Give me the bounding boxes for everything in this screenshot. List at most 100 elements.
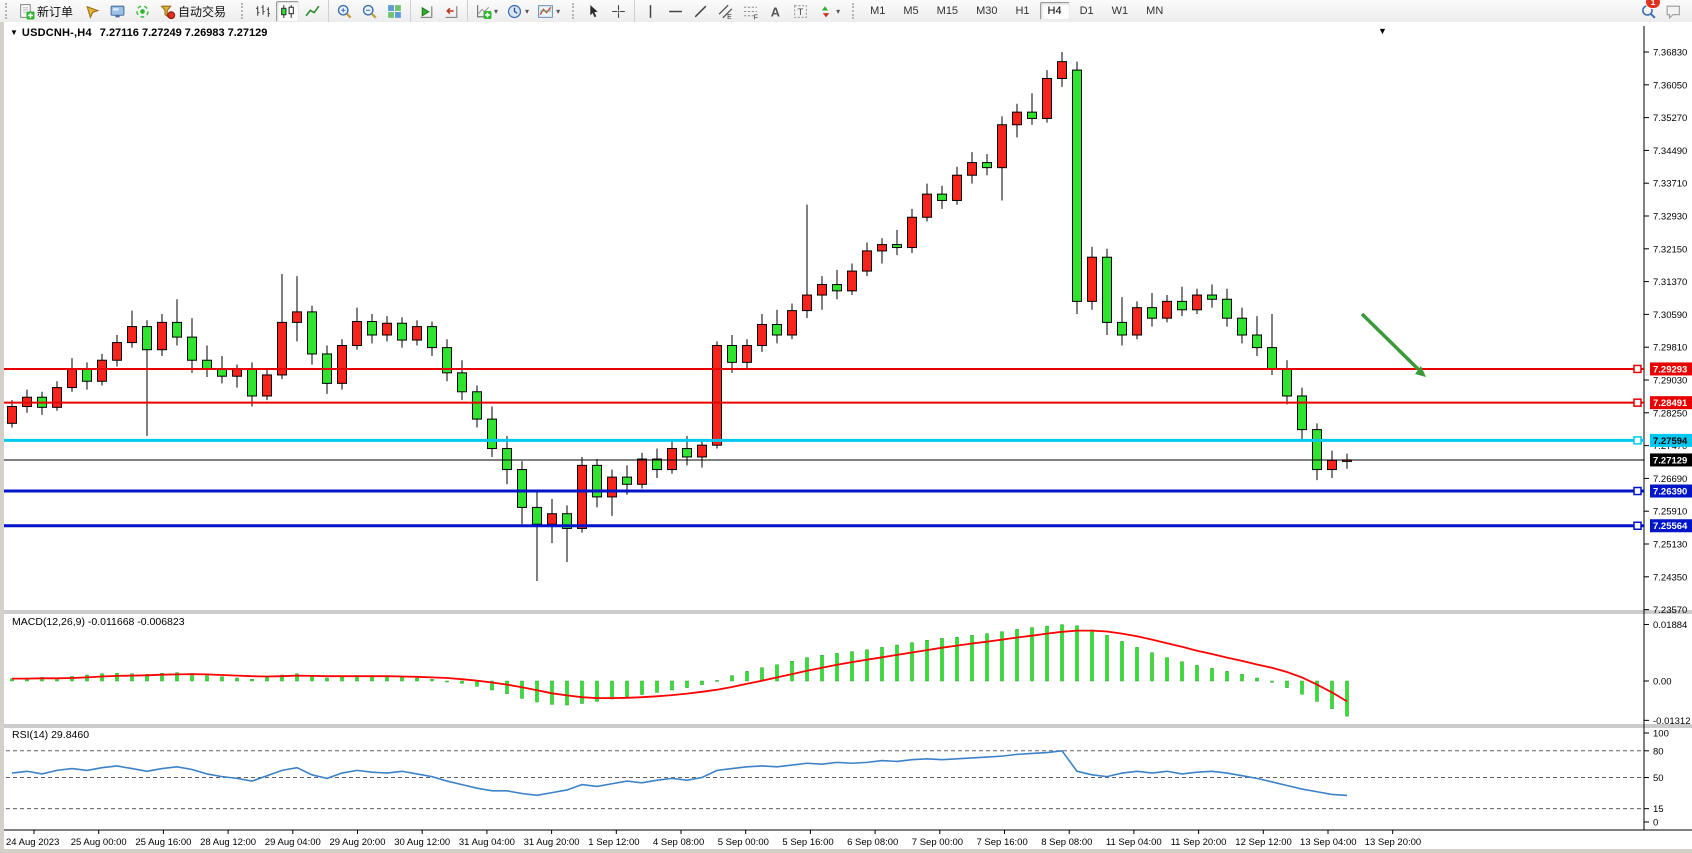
vertical-line-icon xyxy=(649,4,652,18)
line-chart-button[interactable] xyxy=(301,1,324,22)
tf-m1-button[interactable]: M1 xyxy=(862,2,893,20)
svg-text:30 Aug 12:00: 30 Aug 12:00 xyxy=(394,837,450,848)
toolbar-group-8: 1 xyxy=(1633,0,1692,22)
toolbar-group-2 xyxy=(328,0,410,22)
blue-screen-icon xyxy=(110,5,125,17)
tf-h1-button[interactable]: H1 xyxy=(1007,2,1037,20)
fibonacci-icon: F xyxy=(744,6,758,20)
svg-text:31 Aug 20:00: 31 Aug 20:00 xyxy=(524,837,580,848)
svg-text:7.27594: 7.27594 xyxy=(1653,436,1688,447)
cursor-button[interactable] xyxy=(582,1,605,22)
periods-button[interactable]: ▾ xyxy=(503,1,532,22)
zoom-in-button[interactable] xyxy=(333,1,356,22)
tf-d1-button[interactable]: D1 xyxy=(1072,2,1102,20)
tf-mn-button[interactable]: MN xyxy=(1138,2,1171,20)
candlestick-chart-button[interactable] xyxy=(276,0,300,22)
svg-text:25 Aug 00:00: 25 Aug 00:00 xyxy=(71,837,127,848)
chart-shift-button[interactable] xyxy=(440,1,463,22)
tile-windows-button[interactable] xyxy=(383,1,406,22)
svg-text:28 Aug 12:00: 28 Aug 12:00 xyxy=(200,837,256,848)
rsi-indicator xyxy=(11,749,1348,797)
toolbar-grip[interactable] xyxy=(241,3,248,19)
auto-scroll-button[interactable] xyxy=(415,1,438,22)
signals-button[interactable] xyxy=(131,1,154,22)
svg-text:7.36050: 7.36050 xyxy=(1653,80,1687,91)
text-button[interactable]: A xyxy=(764,1,787,22)
candles-group xyxy=(7,52,1352,582)
indicators-button[interactable]: ▾ xyxy=(472,1,501,22)
notifications-button[interactable] xyxy=(1662,1,1685,22)
signal-icon xyxy=(136,4,149,18)
horizontal-line-button[interactable] xyxy=(664,1,687,22)
svg-text:80: 80 xyxy=(1653,746,1664,757)
dropdown-caret-icon[interactable]: ▾ xyxy=(525,6,530,16)
svg-text:5 Sep 16:00: 5 Sep 16:00 xyxy=(782,837,833,848)
dropdown-caret-icon[interactable]: ▾ xyxy=(836,6,841,16)
text-label-icon: T xyxy=(794,4,807,18)
svg-text:29 Aug 20:00: 29 Aug 20:00 xyxy=(330,837,386,848)
time-axis[interactable]: 24 Aug 2023 25 Aug 00:00 25 Aug 16:00 28 Au… xyxy=(6,830,1421,848)
svg-text:1 Sep 12:00: 1 Sep 12:00 xyxy=(588,837,639,848)
toolbar-group-4: ▾ ▾ ▾ xyxy=(467,0,567,22)
chat-icon xyxy=(1666,5,1680,19)
toolbar-group-0: 新订单 自动交易 xyxy=(0,0,236,22)
new-order-button[interactable]: 新订单 xyxy=(15,1,79,22)
tf-w1-button[interactable]: W1 xyxy=(1104,2,1137,20)
dropdown-caret-icon[interactable]: ▾ xyxy=(556,6,561,16)
svg-text:24 Aug 2023: 24 Aug 2023 xyxy=(6,837,59,848)
svg-text:7.35270: 7.35270 xyxy=(1653,113,1687,124)
templates-button[interactable]: ▾ xyxy=(534,1,563,22)
tf-m30-button-label: M30 xyxy=(976,5,998,17)
svg-text:7.32150: 7.32150 xyxy=(1653,244,1687,255)
trendline-button[interactable] xyxy=(689,1,712,22)
tf-m30-button[interactable]: M30 xyxy=(968,2,1005,20)
tf-m5-button[interactable]: M5 xyxy=(895,2,926,20)
tf-h1-button-label: H1 xyxy=(1015,5,1030,17)
chart-window: ▼ USDCNH-,H4 7.27116 7.27249 7.26983 7.271… xyxy=(0,22,1692,853)
price-axis[interactable]: 7.36830 7.36050 7.35270 7.34490 7.33710 7.329… xyxy=(1644,48,1691,829)
terminal-button[interactable] xyxy=(106,1,129,22)
svg-text:13 Sep 20:00: 13 Sep 20:00 xyxy=(1365,837,1422,848)
svg-text:A: A xyxy=(771,4,780,19)
window-menu-icon[interactable]: ▼ xyxy=(1378,26,1387,36)
price-axis-boxes: 7.29293 7.28491 7.27594 7.26390 7.25564 7.271… xyxy=(1650,362,1692,533)
svg-text:7.29293: 7.29293 xyxy=(1653,364,1687,375)
symbol-menu-icon[interactable]: ▼ xyxy=(10,28,18,37)
toolbar-group-1 xyxy=(236,0,328,22)
line-chart-icon xyxy=(305,5,320,16)
equidistant-channel-button[interactable]: E xyxy=(714,1,737,22)
dropdown-caret-icon[interactable]: ▾ xyxy=(494,6,499,16)
toolbar-group-6: E F A T ▾ xyxy=(634,0,847,22)
svg-text:7.29810: 7.29810 xyxy=(1653,343,1687,354)
text-icon: A xyxy=(771,4,780,19)
toolbar-grip[interactable] xyxy=(852,3,859,19)
arrows-button[interactable]: ▾ xyxy=(814,1,843,22)
svg-text:25 Aug 16:00: 25 Aug 16:00 xyxy=(135,837,191,848)
autotrading-icon xyxy=(160,5,176,19)
crosshair-button[interactable] xyxy=(607,1,630,22)
toolbar-group-3 xyxy=(410,0,467,22)
notification-badge: 1 xyxy=(1645,0,1661,9)
svg-text:7.36830: 7.36830 xyxy=(1653,48,1687,59)
autotrading-button[interactable]: 自动交易 xyxy=(156,1,232,22)
horizontal-line-objects[interactable] xyxy=(4,364,1644,530)
bar-chart-button[interactable] xyxy=(251,1,274,22)
tf-m15-button-label: M15 xyxy=(936,5,959,17)
tf-m15-button[interactable]: M15 xyxy=(929,2,966,20)
toolbar-grip[interactable] xyxy=(5,3,12,19)
horizontal-line-icon xyxy=(669,10,682,12)
chart-window-button[interactable] xyxy=(81,1,104,22)
zoom-out-button[interactable] xyxy=(358,1,381,22)
svg-text:-0.01312: -0.01312 xyxy=(1653,716,1691,727)
arrow-annotation[interactable] xyxy=(1360,312,1426,377)
svg-text:0.01884: 0.01884 xyxy=(1653,620,1687,631)
svg-text:0: 0 xyxy=(1653,818,1658,829)
text-label-button[interactable]: T xyxy=(789,1,812,22)
svg-text:6 Sep 08:00: 6 Sep 08:00 xyxy=(847,837,898,848)
vertical-line-button[interactable] xyxy=(639,1,662,22)
tf-h4-button[interactable]: H4 xyxy=(1039,2,1070,20)
tf-m5-button-label: M5 xyxy=(903,5,919,17)
toolbar-grip[interactable] xyxy=(572,3,579,19)
fibonacci-button[interactable]: F xyxy=(739,1,762,22)
rsi-level-lines xyxy=(6,750,1644,810)
